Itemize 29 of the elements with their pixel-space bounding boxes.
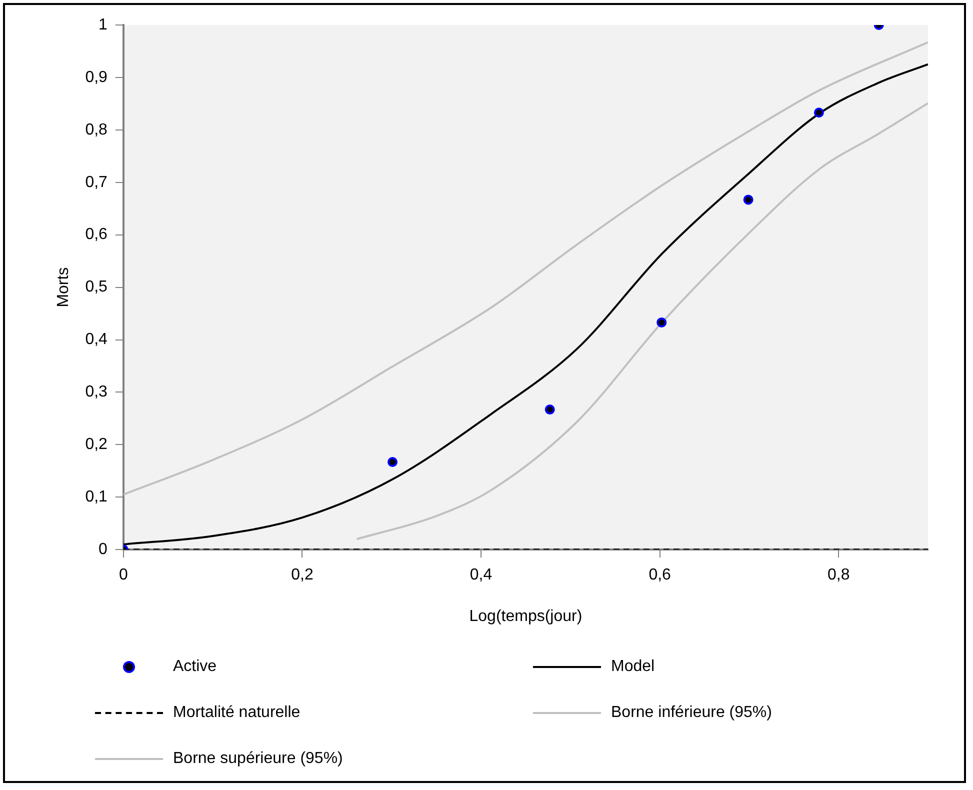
y-tick-label: 0,4 bbox=[85, 331, 108, 348]
y-tick-label: 0,6 bbox=[85, 226, 108, 244]
point bbox=[544, 404, 555, 415]
x-tick-label: 0,8 bbox=[827, 566, 850, 584]
x-axis-title: Log(temps(jour) bbox=[469, 608, 582, 625]
y-tick-label: 0,7 bbox=[85, 174, 108, 191]
point bbox=[388, 456, 398, 467]
y-tick-label: 0,1 bbox=[85, 488, 108, 506]
y-tick-label: 1 bbox=[98, 16, 108, 34]
legend-label: Mortalité naturelle bbox=[173, 704, 300, 722]
x-tick-label: 0 bbox=[118, 566, 128, 584]
y-tick-label: 0 bbox=[98, 541, 108, 558]
legend-label: Model bbox=[611, 658, 655, 676]
x-tick-label: 0,6 bbox=[648, 566, 672, 584]
point bbox=[743, 194, 754, 205]
y-tick-label: 0,9 bbox=[85, 68, 108, 86]
x-tick-label: 0,2 bbox=[291, 566, 314, 584]
legend-label: Borne inférieure (95%) bbox=[611, 704, 772, 722]
legend-label: Active bbox=[173, 658, 217, 676]
y-tick-label: 0,2 bbox=[85, 436, 108, 454]
y-tick-label: 0,8 bbox=[85, 121, 108, 138]
point bbox=[656, 317, 667, 328]
legend-label: Borne supérieure (95%) bbox=[173, 750, 343, 768]
y-tick-label: 0,5 bbox=[85, 278, 108, 296]
y-tick-label: 0,3 bbox=[85, 384, 108, 401]
y-axis-title: Morts bbox=[55, 267, 72, 308]
point bbox=[814, 108, 824, 118]
x-tick-label: 0,4 bbox=[470, 566, 492, 584]
line-series bbox=[356, 102, 928, 540]
